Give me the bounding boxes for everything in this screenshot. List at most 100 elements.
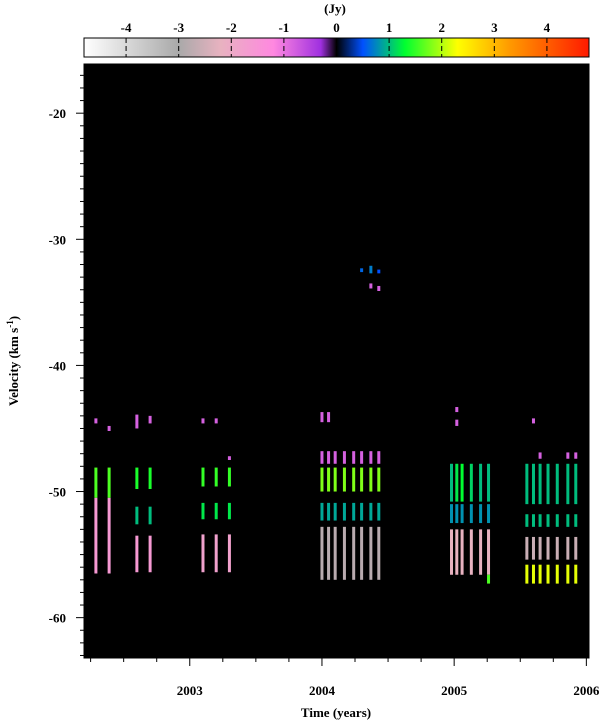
plot-frame xyxy=(83,63,590,659)
spectral-feature xyxy=(377,269,381,274)
spectral-feature xyxy=(538,463,542,505)
spectral-feature xyxy=(525,514,529,527)
spectral-feature xyxy=(538,536,542,560)
spectral-feature xyxy=(566,564,570,584)
spectral-feature xyxy=(455,463,459,502)
spectral-feature xyxy=(320,412,324,423)
spectral-feature xyxy=(377,451,381,464)
spectral-feature xyxy=(327,467,331,492)
spectral-feature xyxy=(135,506,139,525)
spectral-feature xyxy=(525,463,529,505)
spectral-feature xyxy=(369,283,373,289)
colorbar-tick-label: -3 xyxy=(173,20,184,35)
spectral-feature xyxy=(94,467,98,498)
colorbar-tick-label: 0 xyxy=(333,20,340,35)
colorbar-tick-label: 3 xyxy=(491,20,498,35)
y-axis-title: Velocity (km s-1) xyxy=(5,316,21,406)
spectral-feature xyxy=(333,502,337,521)
spectral-feature xyxy=(566,463,570,505)
spectral-feature xyxy=(333,467,337,492)
x-tick-label: 2005 xyxy=(441,683,468,698)
spectral-feature xyxy=(455,529,459,575)
spectral-feature xyxy=(214,502,218,520)
spectral-feature xyxy=(369,526,373,580)
y-tick-label: -40 xyxy=(49,358,66,373)
x-axis-title: Time (years) xyxy=(301,705,371,720)
spectral-feature xyxy=(342,502,346,521)
y-axis-title-main: Velocity (km s xyxy=(6,328,21,406)
spectral-feature xyxy=(531,536,535,560)
spectral-feature xyxy=(333,451,337,464)
spectral-feature xyxy=(327,412,331,423)
spectral-feature xyxy=(342,526,346,580)
y-axis: -20 -30 -40 -50 -60 xyxy=(49,74,84,656)
spectral-feature xyxy=(487,574,491,584)
spectral-feature xyxy=(538,452,542,459)
spectral-feature xyxy=(327,526,331,580)
spectral-feature xyxy=(479,504,483,524)
spectral-feature xyxy=(352,502,356,521)
spectral-feature xyxy=(214,418,218,424)
spectral-feature xyxy=(327,451,331,464)
spectral-feature xyxy=(555,463,559,505)
colorbar-tick-label: -4 xyxy=(121,20,132,35)
spectral-feature xyxy=(479,529,483,575)
spectral-feature xyxy=(107,497,111,574)
colorbar-tick-label: 1 xyxy=(386,20,393,35)
x-tick-label: 2004 xyxy=(309,683,336,698)
spectral-feature xyxy=(148,467,152,490)
spectral-feature xyxy=(360,502,364,521)
spectral-feature xyxy=(135,535,139,573)
spectral-feature xyxy=(450,463,454,502)
spectral-feature xyxy=(214,534,218,573)
spectral-feature xyxy=(460,504,464,524)
colorbar-label: (Jy) xyxy=(324,1,346,16)
spectral-feature xyxy=(135,467,139,490)
spectral-feature xyxy=(555,564,559,584)
spectral-feature xyxy=(377,467,381,492)
spectral-feature xyxy=(360,526,364,580)
spectral-feature xyxy=(566,452,570,459)
spectral-feature xyxy=(460,529,464,575)
spectral-feature xyxy=(450,529,454,575)
spectral-feature xyxy=(360,451,364,464)
spectral-feature xyxy=(342,467,346,492)
spectral-feature xyxy=(574,514,578,527)
x-axis: 2003 2004 2005 2006 xyxy=(90,658,600,698)
spectral-feature xyxy=(360,467,364,492)
spectral-feature xyxy=(469,504,473,524)
spectral-feature xyxy=(201,418,205,424)
plot-panel xyxy=(83,63,590,659)
spectral-feature xyxy=(538,564,542,584)
spectral-feature xyxy=(227,467,231,487)
spectral-feature xyxy=(333,526,337,580)
spectral-feature xyxy=(201,534,205,573)
y-axis-title-close: ) xyxy=(6,316,21,320)
y-tick-label: -30 xyxy=(49,232,66,247)
spectral-feature xyxy=(148,506,152,525)
spectral-feature xyxy=(531,463,535,505)
spectral-feature xyxy=(201,502,205,520)
spectral-feature xyxy=(450,504,454,524)
spectral-feature xyxy=(546,514,550,527)
colorbar-tick-label: 4 xyxy=(544,20,551,35)
spectral-feature xyxy=(460,463,464,502)
spectral-feature xyxy=(469,463,473,502)
spectral-feature xyxy=(360,268,364,273)
spectral-feature xyxy=(342,451,346,464)
spectral-feature xyxy=(320,467,324,492)
spectral-feature xyxy=(566,514,570,527)
colorbar-tick-label: -2 xyxy=(226,20,237,35)
spectral-feature xyxy=(479,463,483,502)
colorbar: (Jy) -4 -3 -2 -1 0 1 2 3 4 xyxy=(83,1,590,58)
spectral-feature xyxy=(469,529,473,575)
spectral-feature xyxy=(320,451,324,464)
spectral-feature xyxy=(352,467,356,492)
spectral-feature xyxy=(369,502,373,521)
spectral-feature xyxy=(327,502,331,521)
spectral-feature xyxy=(574,564,578,584)
spectral-feature xyxy=(574,536,578,560)
spectral-feature xyxy=(487,504,491,524)
spectral-feature xyxy=(148,535,152,573)
